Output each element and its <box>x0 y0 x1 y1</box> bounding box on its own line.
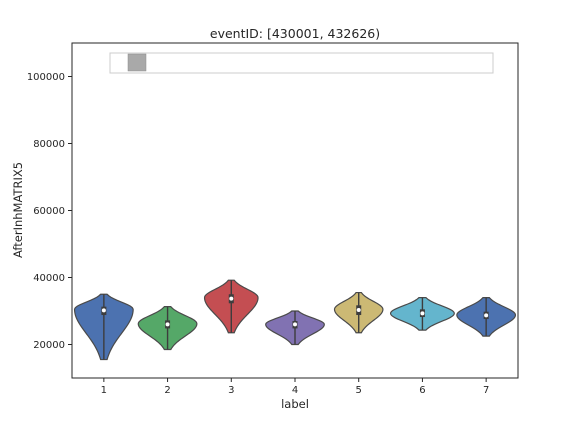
y-axis: 20000 40000 60000 80000 100000 <box>27 72 72 351</box>
legend <box>109 52 494 74</box>
x-tick-label: 6 <box>419 385 425 396</box>
violin-median <box>229 296 234 301</box>
violin-median <box>420 311 425 316</box>
x-tick-label: 5 <box>356 385 362 396</box>
violin-median <box>165 322 170 327</box>
x-tick-label: 1 <box>101 385 107 396</box>
y-tick-label: 20000 <box>33 340 65 351</box>
x-tick-label: 7 <box>483 385 489 396</box>
violin-group <box>73 279 517 361</box>
y-tick-label: 80000 <box>33 139 65 150</box>
y-axis-label: AfterInhMATRIX5 <box>11 162 25 258</box>
x-tick-label: 3 <box>228 385 234 396</box>
x-axis-label: label <box>281 397 309 411</box>
violin-median <box>293 322 297 327</box>
y-tick-label: 40000 <box>33 273 65 284</box>
legend-frame <box>109 52 494 74</box>
x-tick-label: 4 <box>292 385 298 396</box>
violin-median <box>356 307 361 312</box>
legend-swatch <box>127 53 147 72</box>
x-tick-label: 2 <box>164 385 170 396</box>
y-tick-label: 100000 <box>27 72 65 83</box>
y-tick-label: 60000 <box>33 206 65 217</box>
x-axis: 1 2 3 4 5 6 7 <box>101 378 489 396</box>
violin-median <box>101 308 106 313</box>
violin-median <box>484 313 489 318</box>
chart-title: eventID: [430001, 432626) <box>210 26 380 41</box>
